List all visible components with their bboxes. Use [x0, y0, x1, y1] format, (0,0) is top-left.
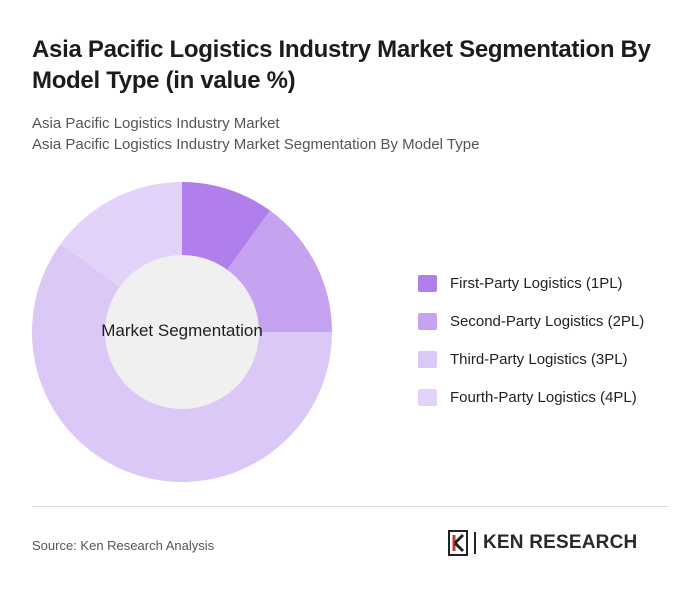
legend-item-3: Third-Party Logistics (3PL): [418, 340, 644, 378]
legend-swatch-4: [418, 388, 437, 406]
chart-legend: First-Party Logistics (1PL) Second-Party …: [418, 264, 644, 416]
source-note: Source: Ken Research Analysis: [32, 538, 215, 553]
logo-separator: [474, 532, 476, 554]
donut-center: [105, 255, 259, 409]
legend-label-1: First-Party Logistics (1PL): [450, 274, 623, 292]
chart-title: Asia Pacific Logistics Industry Market S…: [32, 36, 651, 94]
legend-item-4: Fourth-Party Logistics (4PL): [418, 378, 644, 416]
legend-label-4: Fourth-Party Logistics (4PL): [450, 388, 637, 406]
ken-research-logo: KEN RESEARCH: [447, 530, 637, 556]
legend-label-3: Third-Party Logistics (3PL): [450, 350, 628, 368]
subtitle-line-2: Asia Pacific Logistics Industry Market S…: [32, 136, 480, 153]
ken-research-logo-icon: [448, 530, 468, 556]
footer-divider: [32, 506, 668, 507]
legend-swatch-1: [418, 274, 437, 292]
legend-item-1: First-Party Logistics (1PL): [418, 264, 644, 302]
donut-center-label: Market Segmentation: [101, 321, 263, 340]
subtitle-line-1: Asia Pacific Logistics Industry Market: [32, 115, 280, 132]
legend-swatch-3: [418, 350, 437, 368]
donut-chart: [32, 182, 333, 482]
legend-swatch-2: [418, 312, 437, 330]
logo-text: KEN RESEARCH: [483, 532, 638, 553]
legend-item-2: Second-Party Logistics (2PL): [418, 302, 644, 340]
legend-label-2: Second-Party Logistics (2PL): [450, 312, 645, 330]
chart-subtitle: Asia Pacific Logistics Industry Market A…: [32, 113, 672, 155]
